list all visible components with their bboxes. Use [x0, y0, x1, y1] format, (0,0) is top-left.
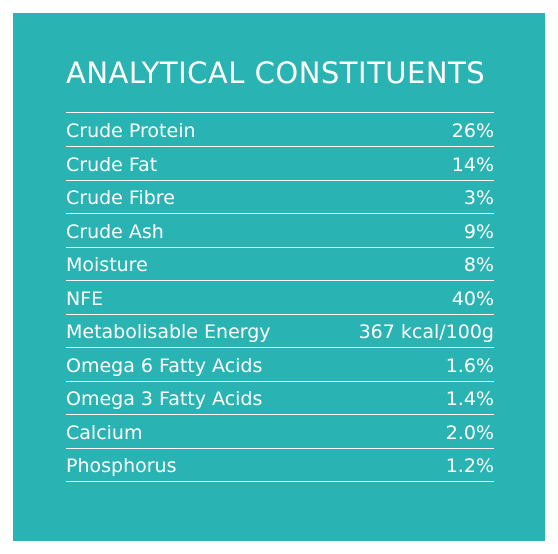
- constituent-name: Crude Protein: [66, 120, 196, 142]
- constituent-row-crude-fat: Crude Fat 14%: [66, 147, 494, 181]
- constituent-name: Crude Fat: [66, 153, 158, 176]
- constituent-name: Omega 6 Fatty Acids: [66, 354, 263, 377]
- constituent-value: 2.0%: [445, 421, 494, 444]
- constituent-row-omega-3: Omega 3 Fatty Acids 1.4%: [66, 382, 494, 415]
- constituent-name: Crude Ash: [66, 220, 164, 243]
- constituents-table: Crude Protein 26% Crude Fat 14% Crude Fi…: [66, 112, 494, 482]
- constituent-row-metabolisable-energy: Metabolisable Energy 367 kcal/100g: [66, 315, 494, 348]
- constituent-value: 367 kcal/100g: [358, 321, 494, 343]
- constituent-row-crude-protein: Crude Protein 26%: [66, 112, 494, 147]
- constituent-name: Phosphorus: [66, 455, 177, 477]
- constituent-row-calcium: Calcium 2.0%: [66, 415, 494, 449]
- constituent-value: 3%: [463, 187, 494, 209]
- analytical-constituents-panel: ANALYTICAL CONSTITUENTS Crude Protein 26…: [13, 13, 545, 541]
- constituent-value: 14%: [451, 153, 494, 176]
- constituent-name: Crude Fibre: [66, 187, 175, 209]
- panel-title: ANALYTICAL CONSTITUENTS: [66, 56, 486, 90]
- constituent-name: NFE: [66, 287, 104, 310]
- constituent-name: Metabolisable Energy: [66, 321, 271, 343]
- constituent-row-crude-ash: Crude Ash 9%: [66, 214, 494, 248]
- constituent-value: 1.2%: [445, 455, 494, 477]
- constituent-value: 40%: [451, 287, 494, 310]
- constituent-row-crude-fibre: Crude Fibre 3%: [66, 181, 494, 214]
- constituent-name: Moisture: [66, 254, 148, 276]
- constituent-row-nfe: NFE 40%: [66, 281, 494, 315]
- constituent-row-omega-6: Omega 6 Fatty Acids 1.6%: [66, 348, 494, 382]
- constituent-value: 9%: [463, 220, 494, 243]
- constituent-name: Calcium: [66, 421, 143, 444]
- constituent-value: 26%: [451, 120, 494, 142]
- constituent-value: 1.6%: [445, 354, 494, 377]
- constituent-name: Omega 3 Fatty Acids: [66, 388, 263, 410]
- constituent-value: 1.4%: [445, 388, 494, 410]
- constituent-row-moisture: Moisture 8%: [66, 248, 494, 281]
- constituent-value: 8%: [463, 254, 494, 276]
- constituent-row-phosphorus: Phosphorus 1.2%: [66, 449, 494, 482]
